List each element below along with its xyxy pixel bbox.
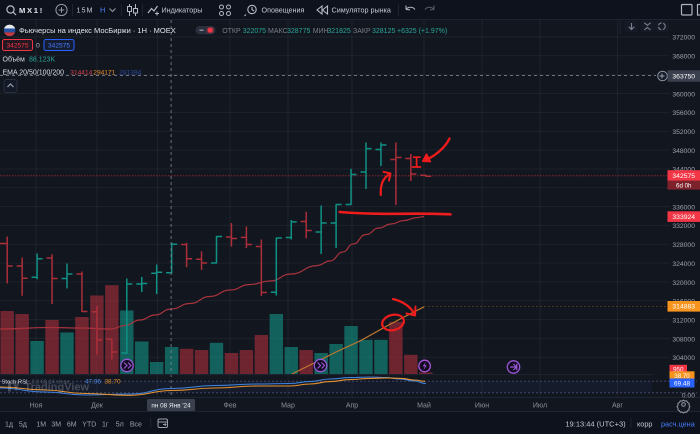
svg-text:333924: 333924: [672, 214, 695, 221]
svg-text:TradingView: TradingView: [25, 382, 90, 394]
svg-text:38.70: 38.70: [105, 378, 121, 385]
svg-text:Мар: Мар: [281, 403, 295, 410]
svg-text:K: K: [51, 57, 56, 64]
svg-text:0.00: 0.00: [682, 392, 695, 399]
svg-text:6М: 6М: [67, 421, 77, 428]
svg-text:324000: 324000: [672, 261, 695, 268]
svg-text:Фев: Фев: [224, 403, 237, 410]
svg-text:328000: 328000: [672, 242, 695, 249]
svg-text:321825: 321825: [327, 28, 350, 35]
svg-text:Н: Н: [100, 6, 105, 15]
svg-text:88.123: 88.123: [29, 57, 51, 64]
svg-text:294171: 294171: [93, 69, 115, 76]
svg-text:47.96: 47.96: [85, 378, 101, 385]
svg-text:Stoch RSI: Stoch RSI: [2, 379, 28, 385]
svg-text:Индикаторы: Индикаторы: [162, 6, 203, 15]
svg-text:308000: 308000: [672, 336, 695, 343]
svg-text:363750: 363750: [672, 73, 695, 80]
svg-text:38.70: 38.70: [674, 373, 690, 380]
svg-text:336000: 336000: [672, 204, 695, 211]
svg-text:Июн: Июн: [475, 403, 489, 410]
svg-text:Фьючерсы на индекс МосБиржи ·: Фьючерсы на индекс МосБиржи · 1Н · MOEX: [19, 26, 176, 35]
svg-text:ЗАКР: ЗАКР: [353, 28, 371, 35]
svg-text:Май: Май: [417, 402, 431, 410]
svg-text:МАКС: МАКС: [268, 28, 288, 35]
svg-text:MX1!: MX1!: [19, 6, 44, 15]
svg-text:320000: 320000: [672, 280, 695, 287]
svg-text:ОТКР: ОТКР: [222, 28, 241, 35]
svg-text:EMA 20/50/100/200: EMA 20/50/100/200: [3, 69, 65, 76]
svg-text:360000: 360000: [672, 91, 695, 98]
svg-text:Все: Все: [130, 421, 142, 428]
svg-text:Ноя: Ноя: [30, 403, 43, 410]
svg-text:342575: 342575: [672, 173, 695, 180]
svg-text:322075: 322075: [243, 28, 266, 35]
svg-text:5л: 5л: [116, 421, 124, 428]
svg-text:342575: 342575: [6, 42, 28, 49]
svg-text:314414: 314414: [70, 69, 92, 76]
svg-text:YTD: YTD: [82, 421, 96, 428]
svg-text:312000: 312000: [672, 318, 695, 325]
svg-text:Авг: Авг: [612, 403, 623, 410]
svg-text:3М: 3М: [51, 421, 61, 428]
svg-text:3 3 60 14 close: 3 3 60 14 close: [32, 379, 70, 385]
svg-text:Дек: Дек: [91, 403, 104, 410]
svg-text:372000: 372000: [672, 34, 695, 41]
svg-text:расч.цена: расч.цена: [661, 419, 696, 428]
svg-text:Симулятор рынка: Симулятор рынка: [332, 6, 391, 15]
svg-text:0: 0: [36, 42, 40, 49]
svg-text:15M: 15M: [77, 6, 94, 15]
svg-text:1г: 1г: [102, 421, 109, 428]
svg-text:Апр: Апр: [346, 403, 358, 410]
svg-text:Июл: Июл: [533, 403, 547, 410]
svg-text:368000: 368000: [672, 53, 695, 60]
svg-text:314883: 314883: [672, 304, 695, 311]
svg-text:348000: 348000: [672, 148, 695, 155]
svg-text:1д: 1д: [5, 421, 13, 428]
svg-text:328775: 328775: [287, 28, 310, 35]
svg-text:342575: 342575: [48, 42, 70, 49]
svg-text:328125: 328125: [372, 28, 395, 35]
svg-text:304000: 304000: [672, 355, 695, 362]
svg-text:5д: 5д: [19, 421, 27, 428]
svg-text:19:13:44 (UTC+3): 19:13:44 (UTC+3): [565, 419, 626, 428]
svg-text:Объём: Объём: [3, 56, 25, 64]
svg-text:950: 950: [673, 366, 684, 373]
svg-text:352000: 352000: [672, 129, 695, 136]
svg-text:356000: 356000: [672, 110, 695, 117]
svg-text:332000: 332000: [672, 223, 695, 230]
svg-text:69.48: 69.48: [674, 380, 690, 387]
svg-text:пн 08 Янв ′24: пн 08 Янв ′24: [151, 403, 191, 410]
svg-text:1М: 1М: [36, 421, 46, 428]
svg-text:281394: 281394: [119, 69, 141, 76]
svg-text:МИН: МИН: [313, 28, 329, 35]
svg-text:Оповещения: Оповещения: [262, 6, 305, 15]
svg-text:+6325 (+1.97%): +6325 (+1.97%): [397, 28, 447, 35]
svg-text:6d 0h: 6d 0h: [676, 183, 692, 190]
svg-text:корр: корр: [637, 419, 652, 428]
